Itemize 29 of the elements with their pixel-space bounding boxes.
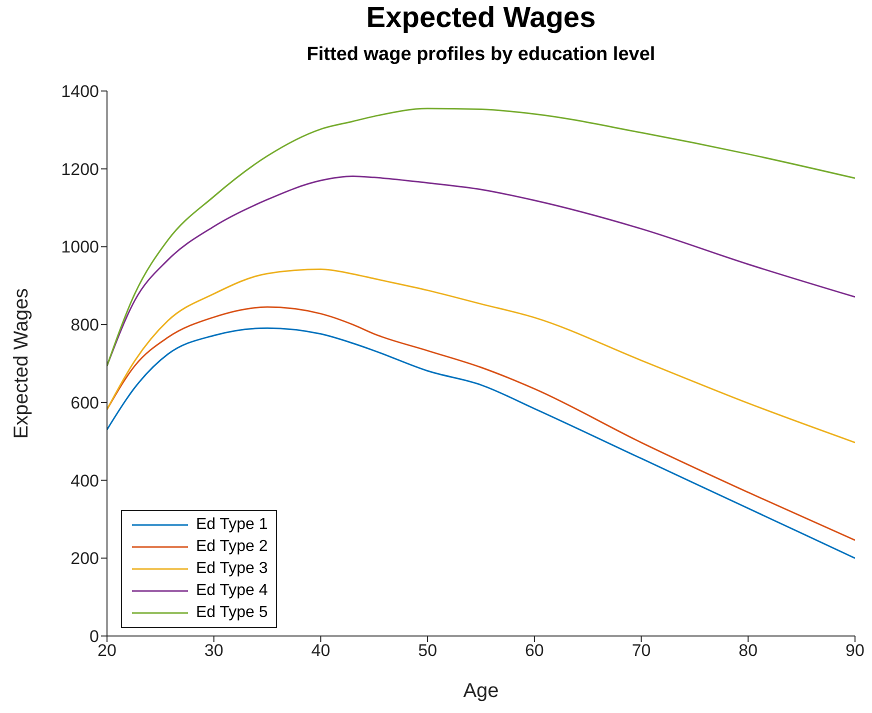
y-tick-label: 1200 (61, 160, 99, 179)
y-tick-label: 600 (70, 393, 99, 412)
legend-label: Ed Type 2 (196, 537, 268, 557)
legend-label: Ed Type 4 (196, 581, 268, 601)
y-tick-label: 0 (90, 627, 99, 646)
y-tick-label: 800 (70, 316, 99, 335)
x-axis-title: Age (462, 680, 500, 703)
x-tick-label: 20 (98, 641, 116, 660)
x-tick-label: 70 (632, 641, 651, 660)
line-series (107, 306, 855, 541)
legend-label: Ed Type 5 (196, 603, 268, 623)
x-tick-label: 90 (846, 641, 864, 660)
x-tick-label: 50 (418, 641, 438, 660)
chart-title: Expected Wages (365, 2, 597, 35)
chart-subtitle: Fitted wage profiles by education level (306, 44, 656, 66)
y-tick-label: 1000 (61, 238, 99, 257)
x-tick-label: 80 (738, 641, 758, 660)
x-tick-label: 40 (311, 641, 330, 660)
line-series (107, 327, 855, 559)
y-tick-label: 1400 (61, 82, 99, 102)
line-series (107, 268, 855, 444)
line-series (107, 108, 855, 367)
legend-label: Ed Type 1 (196, 515, 268, 535)
legend-label: Ed Type 3 (196, 559, 268, 579)
x-tick-label: 60 (524, 641, 544, 660)
y-axis-title: Expected Wages (10, 286, 34, 440)
x-tick-label: 30 (204, 641, 224, 660)
y-tick-label: 400 (70, 471, 99, 490)
y-tick-label: 200 (70, 549, 99, 568)
